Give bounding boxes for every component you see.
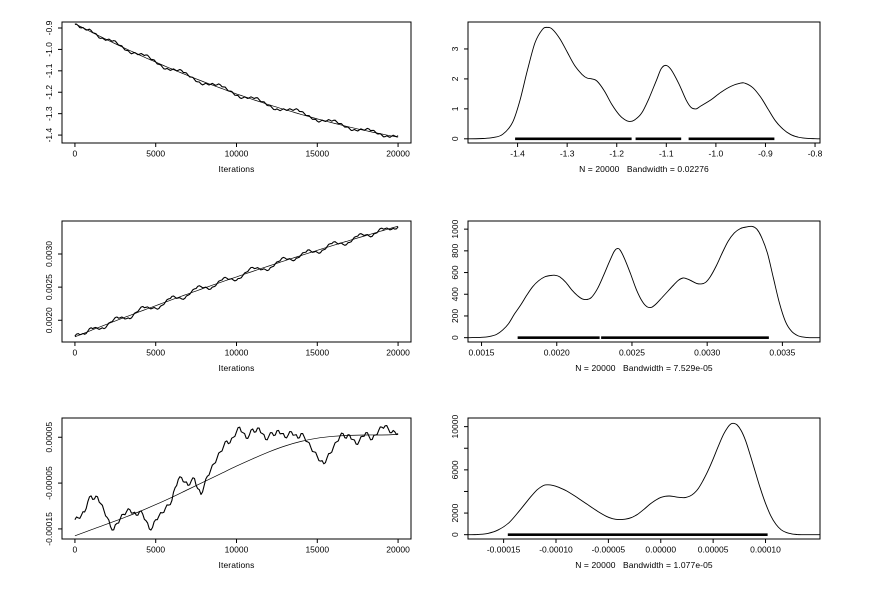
svg-text:0.0035: 0.0035: [769, 348, 795, 358]
trace-1-xlabel: Iterations: [218, 164, 255, 174]
svg-text:0: 0: [73, 545, 78, 555]
svg-text:0.0025: 0.0025: [44, 274, 54, 300]
svg-text:5000: 5000: [146, 149, 165, 159]
panel-trace-3: 0 5000 10000 15000 20000 -0.00015 -0.00005 0.00…: [0, 396, 437, 594]
svg-text:0.00010: 0.00010: [750, 545, 781, 555]
svg-text:20000: 20000: [386, 149, 410, 159]
svg-text:-0.00015: -0.00015: [44, 512, 54, 546]
svg-text:0.0020: 0.0020: [44, 307, 54, 333]
svg-text:20000: 20000: [386, 348, 410, 358]
svg-text:10000: 10000: [450, 415, 460, 439]
panel-trace-1: 0 5000 10000 15000 20000 -1.4 -1.3 -1.2 -1.1 -1.0…: [0, 0, 437, 198]
density-3-chart: -0.00015 -0.00010 -0.00005 0.00000 0.00005 0.…: [450, 415, 821, 555]
svg-text:15000: 15000: [305, 545, 329, 555]
svg-text:1: 1: [450, 106, 460, 111]
trace-3-xlabel: Iterations: [218, 560, 255, 570]
svg-text:15000: 15000: [305, 348, 329, 358]
svg-text:-0.00015: -0.00015: [487, 545, 521, 555]
svg-text:-1.1: -1.1: [44, 63, 54, 78]
density-3-subtitle: N = 20000 Bandwidth = 1.077e-05: [575, 560, 713, 570]
svg-text:10000: 10000: [225, 348, 249, 358]
svg-text:1000: 1000: [450, 219, 460, 238]
svg-text:-1.4: -1.4: [44, 127, 54, 142]
svg-text:400: 400: [450, 287, 460, 301]
svg-text:15000: 15000: [305, 149, 329, 159]
svg-text:800: 800: [450, 243, 460, 257]
svg-text:0: 0: [450, 136, 460, 141]
svg-text:0.00005: 0.00005: [44, 422, 54, 453]
svg-text:-1.0: -1.0: [44, 42, 54, 57]
svg-text:-1.2: -1.2: [609, 149, 624, 159]
svg-text:0.0025: 0.0025: [619, 348, 645, 358]
density-2-chart: 0.0015 0.0020 0.0025 0.0030 0.0035 0 200 400 600…: [450, 219, 821, 358]
svg-text:600: 600: [450, 265, 460, 279]
svg-text:-0.00010: -0.00010: [539, 545, 573, 555]
svg-text:10000: 10000: [225, 149, 249, 159]
svg-text:0.0015: 0.0015: [469, 348, 495, 358]
svg-text:0.0020: 0.0020: [544, 348, 570, 358]
panel-density-1: -1.4 -1.3 -1.2 -1.1 -1.0 -0.9 -0.8 0 1 2 3 N = 200…: [436, 0, 873, 198]
svg-text:-0.9: -0.9: [44, 20, 54, 35]
svg-text:-1.1: -1.1: [659, 149, 674, 159]
svg-text:6000: 6000: [450, 460, 460, 479]
svg-text:-0.9: -0.9: [758, 149, 773, 159]
panel-density-2: 0.0015 0.0020 0.0025 0.0030 0.0035 0 200 400 600…: [436, 199, 873, 397]
trace-3-chart: 0 5000 10000 15000 20000 -0.00015 -0.00005 0.00…: [44, 417, 412, 555]
svg-text:0.00000: 0.00000: [645, 545, 676, 555]
panel-density-3: -0.00015 -0.00010 -0.00005 0.00000 0.00005 0.…: [436, 396, 873, 594]
svg-text:-1.0: -1.0: [709, 149, 724, 159]
svg-text:200: 200: [450, 309, 460, 323]
trace-2-xlabel: Iterations: [218, 363, 255, 373]
svg-text:10000: 10000: [225, 545, 249, 555]
svg-text:5000: 5000: [146, 545, 165, 555]
trace-1-chart: 0 5000 10000 15000 20000 -1.4 -1.3 -1.2 -1.1 -1.0…: [44, 20, 412, 159]
svg-text:-1.3: -1.3: [44, 106, 54, 121]
svg-text:0.0030: 0.0030: [694, 348, 720, 358]
svg-text:0: 0: [73, 348, 78, 358]
svg-text:2: 2: [450, 76, 460, 81]
svg-text:0.00005: 0.00005: [698, 545, 729, 555]
svg-text:-0.00005: -0.00005: [44, 466, 54, 500]
trace-2-chart: 0 5000 10000 15000 20000 0.0020 0.0025 0.0030: [44, 220, 412, 358]
density-1-chart: -1.4 -1.3 -1.2 -1.1 -1.0 -0.9 -0.8 0 1 2 3: [450, 21, 823, 159]
svg-text:2000: 2000: [450, 503, 460, 522]
svg-text:-1.4: -1.4: [510, 149, 525, 159]
svg-text:20000: 20000: [386, 545, 410, 555]
svg-text:0: 0: [73, 149, 78, 159]
svg-text:0.0030: 0.0030: [44, 241, 54, 267]
density-2-subtitle: N = 20000 Bandwidth = 7.529e-05: [575, 363, 713, 373]
density-1-subtitle: N = 20000 Bandwidth = 0.02276: [579, 164, 709, 174]
svg-text:-0.00005: -0.00005: [592, 545, 626, 555]
svg-text:5000: 5000: [146, 348, 165, 358]
svg-text:-1.2: -1.2: [44, 85, 54, 100]
panel-trace-2: 0 5000 10000 15000 20000 0.0020 0.0025 0.0030 I…: [0, 199, 437, 397]
svg-text:0: 0: [450, 335, 460, 340]
svg-text:3: 3: [450, 46, 460, 51]
svg-text:-0.8: -0.8: [808, 149, 823, 159]
svg-text:0: 0: [450, 532, 460, 537]
svg-text:-1.3: -1.3: [560, 149, 575, 159]
